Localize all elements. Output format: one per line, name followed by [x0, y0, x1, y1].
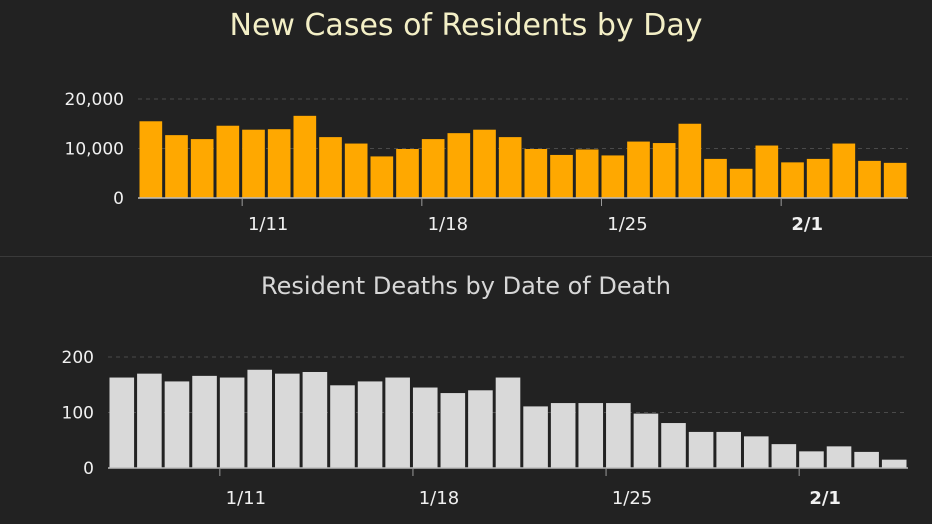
cases-bar — [139, 121, 163, 198]
deaths-bar — [164, 381, 190, 468]
deaths-bar — [661, 423, 686, 468]
cases-bar — [678, 123, 702, 198]
cases-bar — [242, 129, 265, 198]
cases-bar — [447, 133, 471, 198]
deaths-bar — [247, 369, 273, 468]
cases-bar — [498, 137, 522, 198]
cases-bar — [267, 129, 291, 198]
cases-bar — [165, 135, 188, 198]
cases-y-tick-label: 0 — [113, 189, 124, 209]
cases-bar — [806, 158, 830, 198]
cases-bar — [832, 143, 856, 198]
deaths-bar — [468, 390, 493, 468]
deaths-chart-panel: Resident Deaths by Date of Death 0 100 200… — [0, 258, 932, 524]
deaths-bar — [412, 387, 438, 468]
cases-bar — [729, 168, 753, 198]
cases-y-tick-label: 10,000 — [65, 140, 124, 160]
deaths-bar — [716, 431, 741, 468]
deaths-bar-chart: 0 100 200 1/11 1/18 1/25 2/1 — [62, 348, 908, 509]
cases-bar — [344, 143, 368, 198]
deaths-bar — [633, 413, 659, 468]
cases-bar — [550, 154, 573, 198]
deaths-bar — [385, 377, 410, 468]
cases-bar — [396, 148, 419, 198]
deaths-y-tick-label: 100 — [62, 404, 94, 424]
deaths-bar — [357, 381, 383, 468]
cases-bar — [704, 158, 727, 198]
deaths-bar — [826, 446, 852, 468]
cases-bar — [575, 149, 599, 198]
deaths-bar — [495, 377, 521, 468]
deaths-bar — [302, 371, 328, 468]
cases-bar — [627, 141, 650, 198]
deaths-x-tick-label: 1/25 — [612, 488, 652, 509]
deaths-x-tick-label: 1/11 — [226, 488, 266, 509]
deaths-x-tick-label: 2/1 — [809, 488, 841, 509]
deaths-bar — [137, 373, 162, 468]
deaths-bar — [440, 393, 466, 468]
cases-bar — [216, 125, 240, 198]
cases-x-tick-label: 1/25 — [607, 214, 647, 235]
deaths-bar — [578, 403, 604, 468]
deaths-bar — [219, 377, 245, 468]
cases-bar — [524, 148, 548, 198]
deaths-bar — [771, 444, 797, 468]
deaths-bar — [743, 436, 769, 468]
deaths-bar — [688, 431, 714, 468]
deaths-bar — [330, 385, 355, 468]
cases-chart-panel: New Cases of Residents by Day 0 10,000 20,… — [0, 0, 932, 256]
deaths-chart-title: Resident Deaths by Date of Death — [261, 272, 671, 300]
cases-x-tick-label: 1/18 — [428, 214, 468, 235]
cases-bar — [883, 162, 907, 198]
deaths-y-tick-label: 200 — [62, 348, 94, 368]
deaths-bar — [550, 403, 576, 468]
cases-bar — [473, 129, 496, 198]
cases-bar — [781, 162, 804, 198]
deaths-bar — [799, 451, 824, 468]
cases-chart-title: New Cases of Residents by Day — [229, 8, 703, 43]
deaths-bar — [109, 377, 135, 468]
cases-bar — [190, 139, 214, 198]
deaths-bar — [275, 373, 300, 468]
panel-divider — [0, 256, 932, 257]
deaths-bar — [881, 459, 907, 468]
cases-bar — [319, 137, 342, 198]
cases-bar-chart: 0 10,000 20,000 1/11 1/18 1/25 2/1 — [65, 90, 908, 235]
deaths-bar — [192, 375, 217, 468]
cases-y-tick-label: 20,000 — [65, 90, 124, 110]
deaths-bar — [854, 451, 879, 468]
deaths-y-tick-label: 0 — [83, 459, 94, 479]
deaths-bar — [523, 406, 548, 468]
cases-bar — [370, 156, 394, 198]
cases-x-tick-label: 1/11 — [248, 214, 288, 235]
cases-bar — [293, 115, 317, 198]
deaths-bar — [606, 403, 631, 468]
cases-bar — [421, 139, 445, 198]
cases-bar — [652, 143, 676, 198]
cases-bar — [755, 145, 779, 198]
cases-x-tick-label: 2/1 — [791, 214, 823, 235]
cases-bar — [601, 155, 625, 198]
deaths-x-tick-label: 1/18 — [419, 488, 459, 509]
cases-bar — [858, 160, 881, 198]
